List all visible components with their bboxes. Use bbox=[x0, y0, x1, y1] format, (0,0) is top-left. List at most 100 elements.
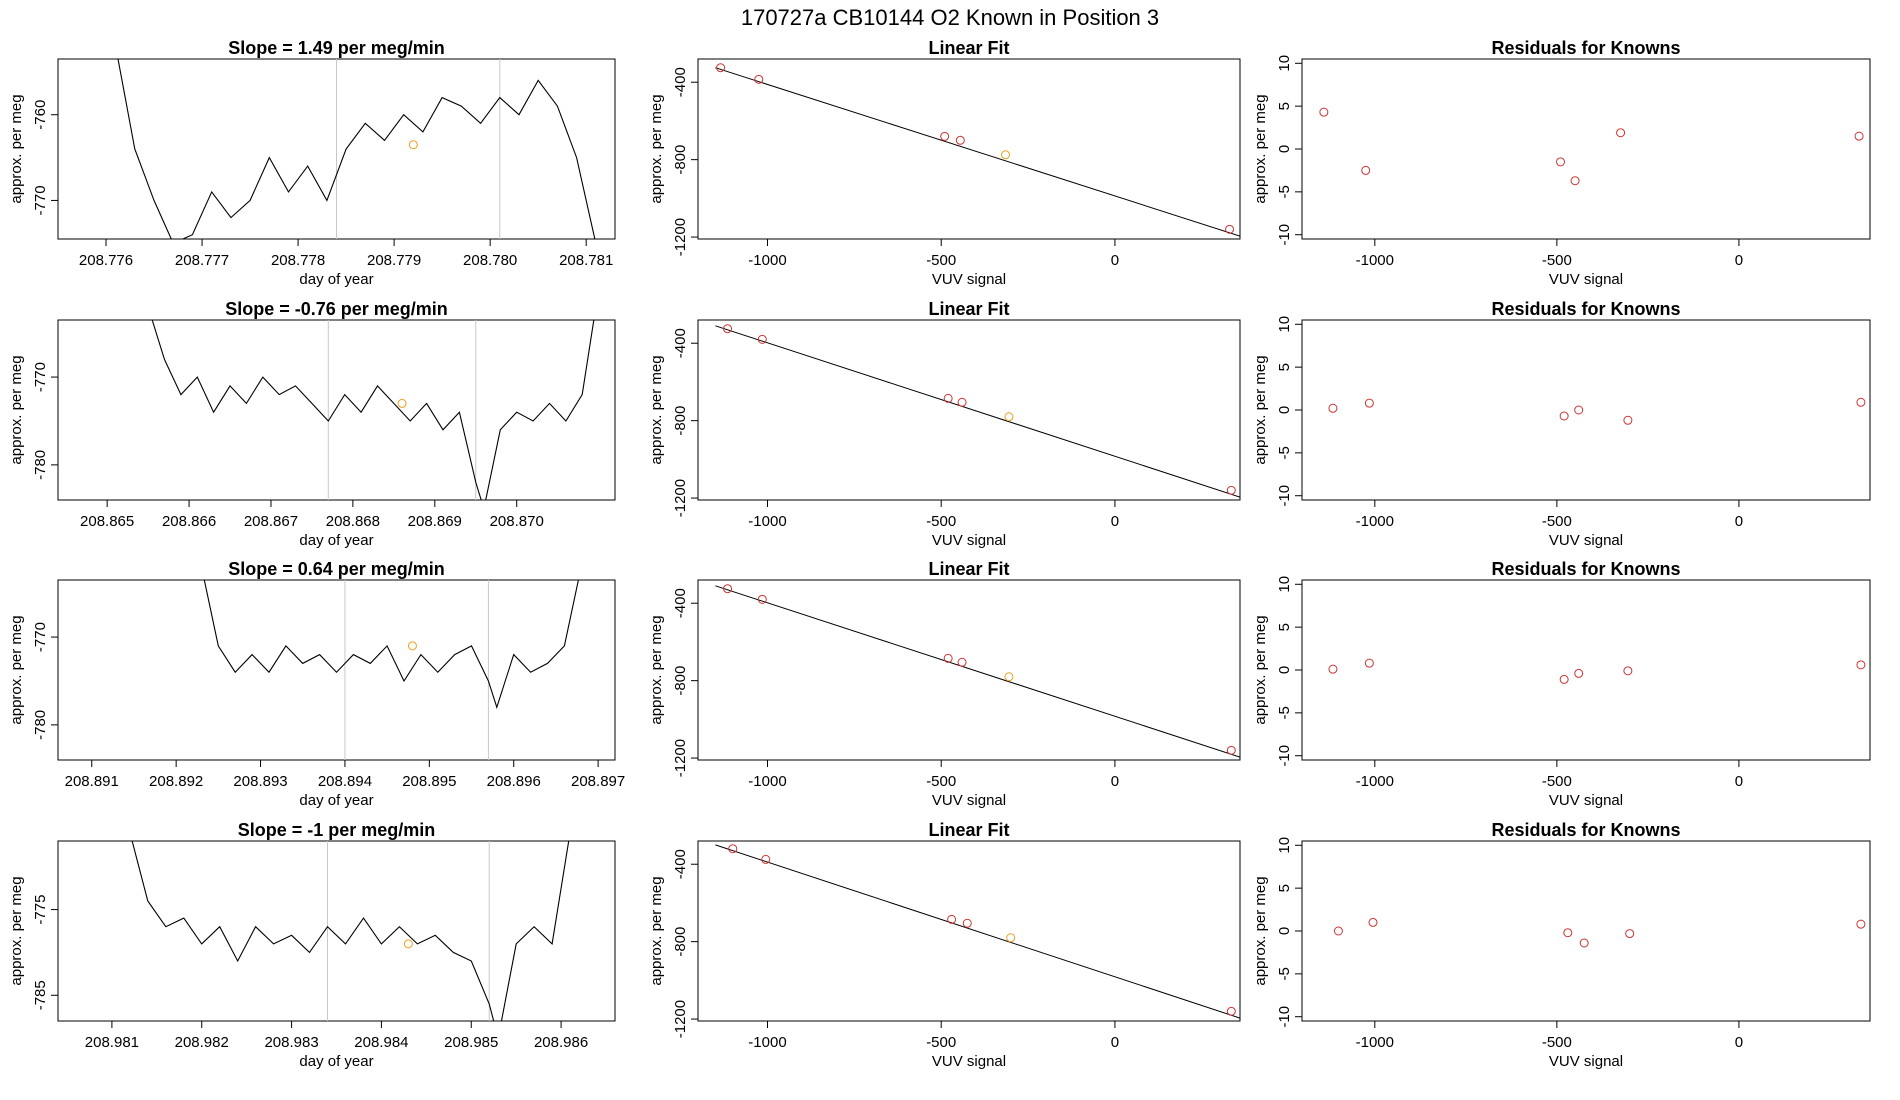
plot-area bbox=[715, 584, 1240, 758]
x-tick-label: 208.868 bbox=[326, 513, 380, 530]
chart-title: Residuals for Knowns bbox=[1491, 559, 1680, 579]
data-point bbox=[962, 918, 972, 928]
panels: Slope = 1.49 per meg/min 208.776 208.777 20… bbox=[8, 38, 1871, 1070]
data-point bbox=[1856, 919, 1866, 929]
data-point bbox=[1574, 668, 1584, 678]
plot-area bbox=[1333, 917, 1866, 948]
plot-frame bbox=[57, 840, 616, 1022]
x-tick-label: 208.776 bbox=[79, 252, 133, 269]
x-axis-label: VUV signal bbox=[932, 532, 1006, 549]
y-axis-label: approx. per meg bbox=[648, 615, 665, 724]
data-point bbox=[957, 657, 967, 667]
y-tick-label: -400 bbox=[672, 588, 689, 618]
data-point bbox=[1579, 938, 1589, 948]
data-point bbox=[1854, 131, 1864, 141]
chart-title: Residuals for Knowns bbox=[1491, 820, 1680, 840]
x-axis-label: VUV signal bbox=[932, 792, 1006, 809]
y-axis-label: approx. per meg bbox=[1252, 355, 1269, 464]
y-tick-label: -770 bbox=[32, 185, 49, 215]
known-marker bbox=[403, 939, 413, 949]
x-tick-label: 208.892 bbox=[149, 773, 203, 790]
plot-frame bbox=[697, 58, 1241, 240]
y-tick-label: -5 bbox=[1276, 185, 1293, 198]
chart-title: Slope = 1.49 per meg/min bbox=[228, 38, 445, 58]
data-point bbox=[1574, 405, 1584, 415]
y-axis-label: approx. per meg bbox=[8, 615, 25, 724]
x-tick-label: 0 bbox=[1735, 252, 1743, 269]
panel-r1-fit: Linear Fit -1000 -500 0 -400 -800 -1200 VUV sig… bbox=[648, 38, 1241, 288]
y-axis-label: approx. per meg bbox=[648, 876, 665, 985]
y-tick-label: -770 bbox=[32, 362, 49, 392]
x-tick-label: 208.981 bbox=[85, 1034, 139, 1051]
data-point bbox=[1364, 658, 1374, 668]
x-tick-label: -500 bbox=[1542, 773, 1572, 790]
data-point bbox=[1570, 176, 1580, 186]
y-tick-label: 5 bbox=[1276, 884, 1293, 892]
y-tick-label: 0 bbox=[1276, 406, 1293, 414]
x-tick-label: -500 bbox=[1542, 513, 1572, 530]
data-point bbox=[1559, 674, 1569, 684]
x-tick-label: 208.870 bbox=[490, 513, 544, 530]
data-point bbox=[1368, 917, 1378, 927]
data-point bbox=[1361, 165, 1371, 175]
x-tick-label: 208.778 bbox=[271, 252, 325, 269]
data-point bbox=[1225, 224, 1235, 234]
plot-area bbox=[715, 63, 1240, 237]
x-tick-label: -500 bbox=[926, 513, 956, 530]
x-tick-label: 208.984 bbox=[354, 1034, 408, 1051]
y-tick-label: -800 bbox=[672, 145, 689, 175]
x-tick-label: -500 bbox=[926, 1034, 956, 1051]
plot-area bbox=[151, 320, 595, 500]
y-tick-label: -1200 bbox=[672, 479, 689, 517]
y-tick-label: -775 bbox=[32, 895, 49, 925]
data-point bbox=[1006, 933, 1016, 943]
y-tick-label: 10 bbox=[1276, 55, 1293, 72]
x-tick-label: 208.986 bbox=[534, 1034, 588, 1051]
data-point bbox=[1625, 929, 1635, 939]
plot-frame bbox=[57, 579, 616, 761]
data-point bbox=[1328, 403, 1338, 413]
x-axis-label: VUV signal bbox=[1549, 532, 1623, 549]
data-point bbox=[761, 854, 771, 864]
y-tick-label: -1200 bbox=[672, 739, 689, 777]
data-point bbox=[1319, 107, 1329, 117]
x-tick-label: 208.867 bbox=[244, 513, 298, 530]
fit-line bbox=[715, 844, 1240, 1019]
signal-line bbox=[131, 841, 570, 1021]
x-axis-label: VUV signal bbox=[1549, 1053, 1623, 1070]
plot-frame bbox=[57, 319, 616, 501]
x-tick-label: 0 bbox=[1735, 1034, 1743, 1051]
data-point bbox=[716, 63, 726, 73]
data-point bbox=[757, 594, 767, 604]
data-point bbox=[957, 397, 967, 407]
x-axis-label: VUV signal bbox=[1549, 792, 1623, 809]
chart-title: Residuals for Knowns bbox=[1491, 299, 1680, 319]
known-marker bbox=[397, 398, 407, 408]
plot-area bbox=[1328, 397, 1866, 425]
data-point bbox=[1004, 412, 1014, 422]
y-tick-label: -10 bbox=[1276, 1006, 1293, 1028]
data-point bbox=[1563, 928, 1573, 938]
x-tick-label: -1000 bbox=[1356, 773, 1394, 790]
known-marker bbox=[407, 641, 417, 651]
x-tick-label: 208.894 bbox=[318, 773, 372, 790]
y-axis-label: approx. per meg bbox=[8, 355, 25, 464]
signal-line bbox=[203, 580, 579, 710]
data-point bbox=[943, 393, 953, 403]
x-tick-label: 208.897 bbox=[571, 773, 625, 790]
x-tick-label: 208.781 bbox=[559, 252, 613, 269]
data-point bbox=[1556, 157, 1566, 167]
y-tick-label: -10 bbox=[1276, 745, 1293, 767]
plot-area bbox=[203, 580, 579, 760]
y-tick-label: -5 bbox=[1276, 446, 1293, 459]
chart-title: Linear Fit bbox=[928, 559, 1009, 579]
x-tick-label: -1000 bbox=[1356, 1034, 1394, 1051]
y-tick-label: -10 bbox=[1276, 485, 1293, 507]
data-point bbox=[1333, 926, 1343, 936]
x-tick-label: -1000 bbox=[748, 1034, 786, 1051]
y-tick-label: -800 bbox=[672, 927, 689, 957]
data-point bbox=[728, 844, 738, 854]
plot-frame bbox=[1301, 319, 1871, 501]
data-point bbox=[1623, 666, 1633, 676]
plot-area bbox=[715, 844, 1240, 1019]
